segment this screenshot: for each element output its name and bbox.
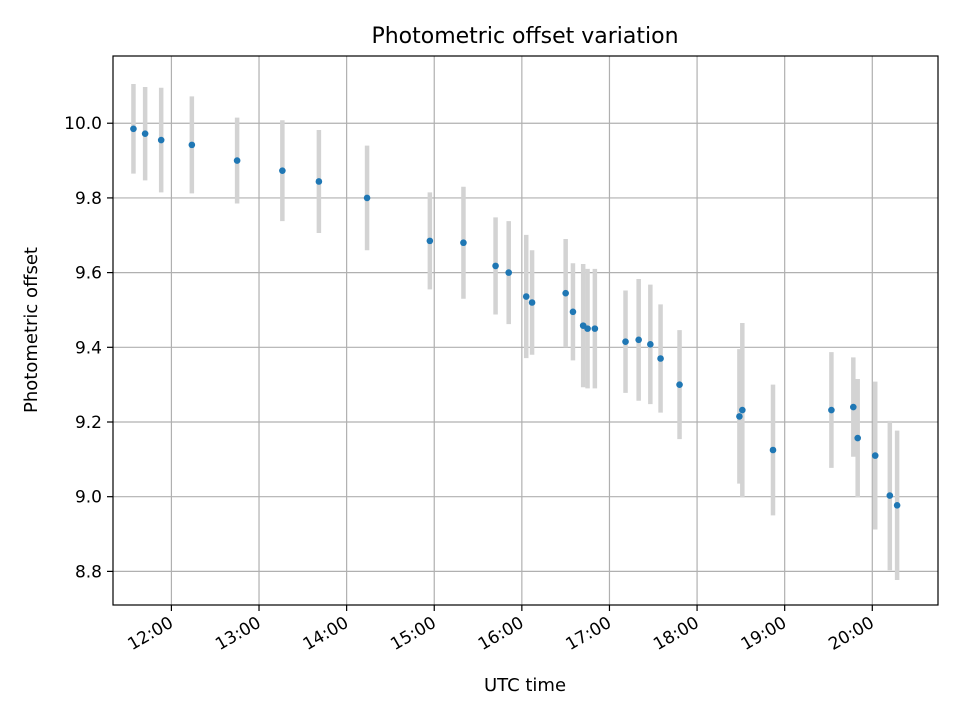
plot-frame <box>112 55 939 606</box>
data-point <box>893 501 901 509</box>
data-point <box>854 434 861 442</box>
data-point <box>460 239 467 247</box>
data-point <box>622 338 629 346</box>
data-point <box>657 355 664 362</box>
data-point <box>522 293 530 300</box>
data-point <box>850 403 857 411</box>
y-tick-label: 9.8 <box>75 189 102 209</box>
data-point <box>871 452 879 459</box>
data-point <box>426 237 434 245</box>
y-tick-label: 9.4 <box>75 338 102 358</box>
y-tick-label: 8.8 <box>75 562 102 582</box>
data-point <box>584 325 591 332</box>
data-point <box>635 336 642 344</box>
y-axis-label: Photometric offset <box>21 247 42 413</box>
data-point <box>736 413 743 420</box>
data-point <box>141 130 149 137</box>
data-point <box>886 492 894 499</box>
y-tick-label: 9.0 <box>75 488 102 508</box>
data-point <box>157 136 165 144</box>
x-tick-label: 18:00 <box>650 613 702 655</box>
data-point <box>647 341 654 348</box>
data-point <box>591 325 599 332</box>
x-tick-label: 13:00 <box>212 613 264 655</box>
data-point <box>828 406 835 414</box>
y-axis-ticks: 8.8 9.0 9.2 9.4 9.6 9.8 10.0 <box>64 114 113 582</box>
error-bars <box>131 84 900 580</box>
data-point <box>363 194 371 202</box>
x-tick-label: 14:00 <box>300 613 352 655</box>
x-tick-label: 12:00 <box>124 613 176 655</box>
data-point <box>676 381 683 388</box>
data-point <box>528 299 536 306</box>
data-point <box>769 446 777 454</box>
y-tick-label: 9.2 <box>75 413 102 433</box>
data-points <box>130 125 901 509</box>
x-tick-label: 16:00 <box>475 613 527 655</box>
chart-title: Photometric offset variation <box>371 24 678 49</box>
data-point <box>279 167 286 174</box>
data-point <box>233 157 241 164</box>
x-tick-label: 15:00 <box>387 613 439 655</box>
data-point <box>505 269 513 276</box>
data-point <box>188 141 196 149</box>
x-tick-label: 20:00 <box>825 613 877 655</box>
data-point <box>130 125 137 133</box>
y-tick-label: 9.6 <box>75 264 102 284</box>
data-point <box>562 289 569 297</box>
data-point <box>492 262 499 270</box>
x-tick-label: 19:00 <box>738 613 790 655</box>
x-axis-ticks: 12:00 13:00 14:00 15:00 16:00 17:00 18:00 19:00… <box>124 605 878 655</box>
data-point <box>739 406 746 414</box>
y-tick-label: 10.0 <box>64 114 102 134</box>
data-point <box>569 308 577 316</box>
x-axis-label: UTC time <box>484 675 566 696</box>
x-tick-label: 17:00 <box>563 613 615 655</box>
data-point <box>315 178 323 185</box>
